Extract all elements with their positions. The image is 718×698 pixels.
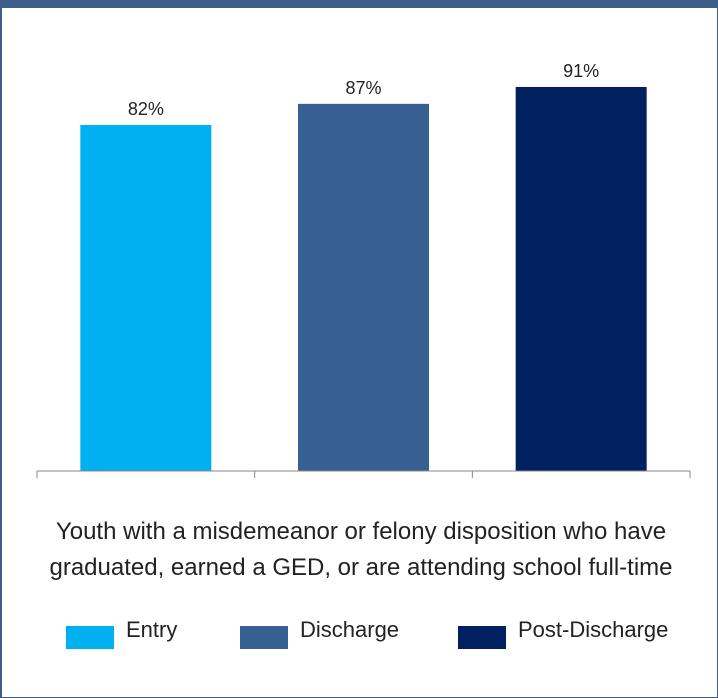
- bar-discharge: [298, 104, 429, 471]
- caption-line-2: graduated, earned a GED, or are attendin…: [2, 550, 718, 586]
- legend-label-discharge: Discharge: [300, 616, 399, 644]
- legend-swatch-post-discharge: [458, 626, 506, 649]
- bar-chart: 82% 87% 91%: [2, 8, 718, 508]
- legend-swatch-discharge: [240, 626, 288, 649]
- chart-caption: Youth with a misdemeanor or felony dispo…: [2, 514, 718, 586]
- bar-post-discharge: [516, 87, 647, 471]
- bar-entry: [80, 125, 211, 471]
- data-label-entry: 82%: [128, 99, 164, 119]
- legend-label-post-discharge: Post-Discharge: [518, 616, 668, 644]
- caption-line-1: Youth with a misdemeanor or felony dispo…: [2, 514, 718, 550]
- data-label-discharge: 87%: [345, 78, 381, 98]
- data-label-post-discharge: 91%: [563, 61, 599, 81]
- legend-swatch-entry: [66, 626, 114, 649]
- chart-legend: Entry Discharge Post-Discharge: [2, 616, 718, 648]
- legend-label-entry: Entry: [126, 616, 177, 644]
